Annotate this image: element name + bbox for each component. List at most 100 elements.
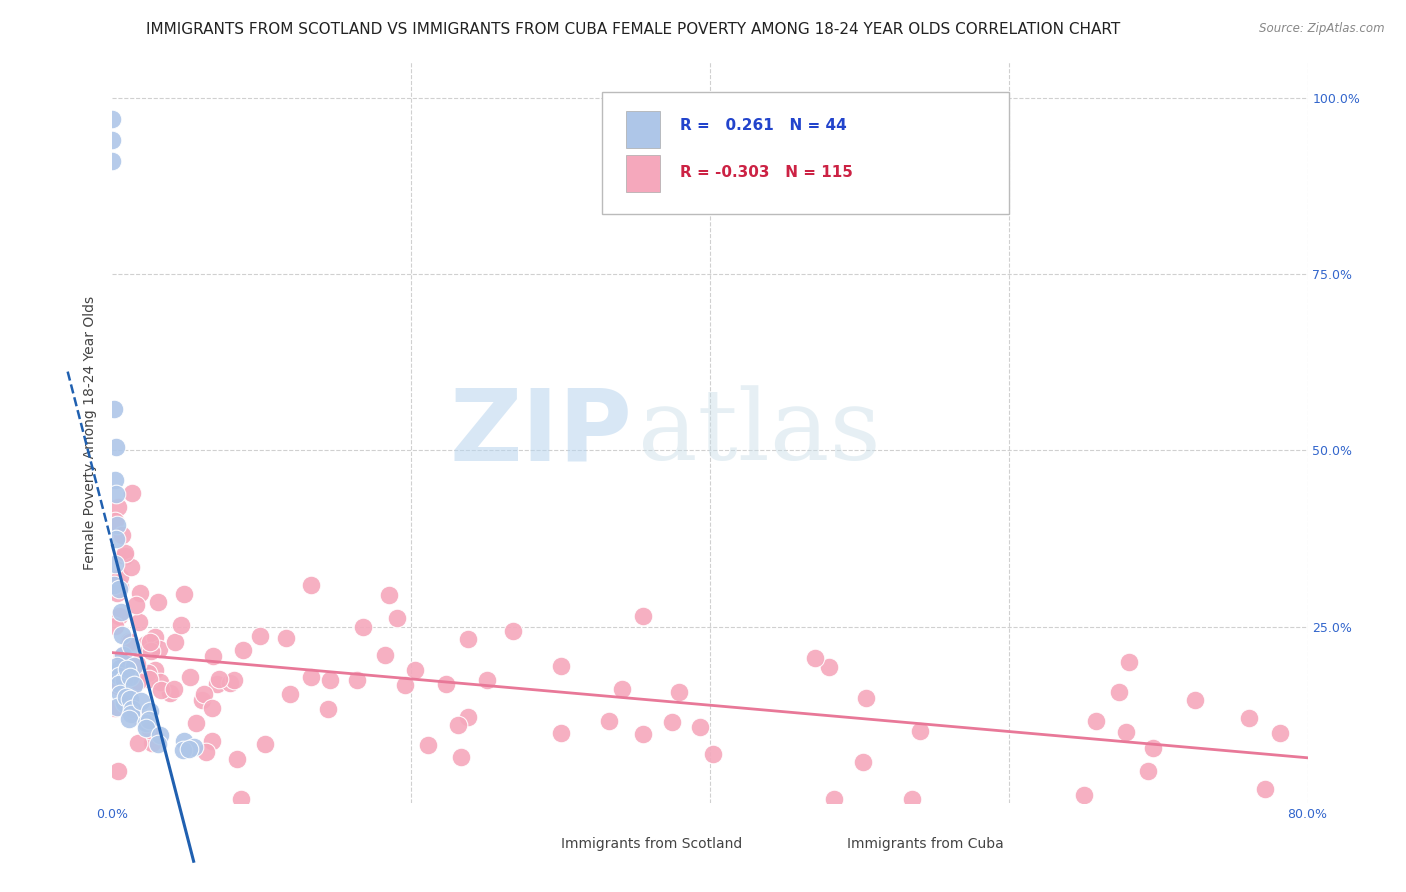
Point xyxy=(118,692,141,706)
Point xyxy=(352,620,374,634)
Point xyxy=(105,440,128,454)
Point xyxy=(702,747,724,761)
Point xyxy=(108,660,131,674)
Text: atlas: atlas xyxy=(638,384,882,481)
Point xyxy=(823,792,845,806)
Text: Immigrants from Cuba: Immigrants from Cuba xyxy=(848,838,1004,851)
Point xyxy=(129,694,152,708)
Point xyxy=(146,737,169,751)
Point xyxy=(112,696,135,710)
Point xyxy=(598,714,620,729)
Point xyxy=(118,712,141,726)
FancyBboxPatch shape xyxy=(603,92,1010,214)
Point xyxy=(114,690,136,705)
Point xyxy=(138,665,160,680)
Text: IMMIGRANTS FROM SCOTLAND VS IMMIGRANTS FROM CUBA FEMALE POVERTY AMONG 18-24 YEAR: IMMIGRANTS FROM SCOTLAND VS IMMIGRANTS F… xyxy=(146,22,1119,37)
Point xyxy=(104,532,127,546)
Point xyxy=(179,670,201,684)
Text: Source: ZipAtlas.com: Source: ZipAtlas.com xyxy=(1260,22,1385,36)
Point xyxy=(1237,711,1260,725)
Point xyxy=(101,112,124,126)
Point xyxy=(855,691,877,706)
Point xyxy=(208,673,231,687)
Point xyxy=(107,658,129,673)
Point xyxy=(502,624,524,639)
Point xyxy=(253,737,276,751)
Point xyxy=(149,682,172,697)
Point xyxy=(661,715,683,730)
Point xyxy=(1085,714,1108,728)
Point xyxy=(173,587,195,601)
Point xyxy=(104,514,127,528)
Point xyxy=(143,663,166,677)
Point xyxy=(908,723,931,738)
Point xyxy=(120,560,142,574)
Point xyxy=(1115,725,1137,739)
Point xyxy=(1073,788,1095,802)
Point xyxy=(104,473,127,487)
Point xyxy=(122,678,145,692)
Point xyxy=(138,714,160,728)
Point xyxy=(108,668,131,682)
Point xyxy=(112,694,135,708)
Point xyxy=(104,619,127,633)
Point xyxy=(163,634,186,648)
Point xyxy=(101,154,124,169)
Point xyxy=(394,678,416,692)
Point xyxy=(201,734,224,748)
Point xyxy=(173,733,195,747)
Point xyxy=(104,701,127,715)
Point xyxy=(146,594,169,608)
Text: ZIP: ZIP xyxy=(450,384,633,481)
Point xyxy=(111,648,134,662)
Point xyxy=(107,676,129,690)
Point xyxy=(124,658,146,673)
Point xyxy=(107,764,129,779)
Point xyxy=(1184,693,1206,707)
Point xyxy=(668,685,690,699)
Point xyxy=(104,557,127,571)
Point xyxy=(115,662,138,676)
Point xyxy=(138,704,160,718)
Point xyxy=(139,723,162,737)
Point xyxy=(105,675,128,690)
Point xyxy=(475,673,498,688)
Point xyxy=(222,673,245,687)
Point xyxy=(128,615,150,629)
Point xyxy=(110,667,132,681)
Point xyxy=(114,546,136,560)
Point xyxy=(127,673,149,688)
Point xyxy=(118,634,141,648)
Point xyxy=(186,716,208,731)
Point xyxy=(378,588,401,602)
Point xyxy=(231,792,253,806)
Point xyxy=(179,742,201,756)
Point xyxy=(111,648,134,663)
Point xyxy=(550,725,572,739)
Point xyxy=(1118,655,1140,669)
Point xyxy=(121,680,143,694)
Point xyxy=(1254,782,1277,797)
Point xyxy=(107,679,129,693)
Point xyxy=(138,673,160,687)
Point xyxy=(299,578,322,592)
Point xyxy=(149,675,172,690)
Point xyxy=(1268,725,1291,739)
Point xyxy=(122,679,145,693)
Point xyxy=(120,640,142,654)
Point xyxy=(120,670,142,684)
Text: R = -0.303   N = 115: R = -0.303 N = 115 xyxy=(681,164,853,179)
Point xyxy=(103,401,125,416)
Point xyxy=(110,528,132,542)
Point xyxy=(418,738,440,752)
Point xyxy=(149,728,172,742)
Point xyxy=(105,518,128,533)
Point xyxy=(107,586,129,600)
Point xyxy=(121,485,143,500)
Point xyxy=(316,702,339,716)
Point xyxy=(201,701,224,715)
Point xyxy=(112,673,135,688)
Point xyxy=(1136,764,1159,779)
Point xyxy=(183,740,205,755)
Bar xyxy=(465,836,510,856)
